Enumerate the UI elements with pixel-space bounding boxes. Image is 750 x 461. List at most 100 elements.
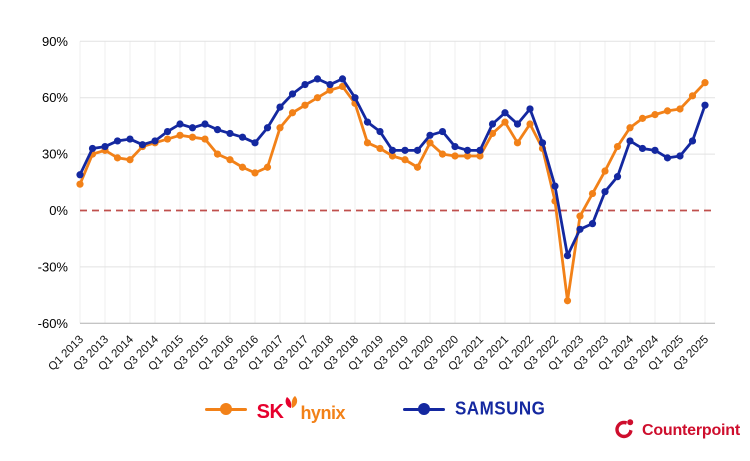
samsung-point (413, 146, 422, 154)
samsung-point (101, 142, 109, 151)
samsung-point (563, 252, 572, 260)
samsung-point (351, 94, 359, 102)
sk-hynix-point (113, 154, 122, 162)
samsung-point (626, 137, 634, 145)
sk-hynix-point (688, 92, 697, 100)
sk-hynix-point (163, 135, 172, 143)
samsung-point (88, 144, 97, 153)
y-axis-label: -60% (38, 316, 69, 331)
sk-hynix-point (251, 169, 259, 177)
samsung-point (113, 137, 122, 145)
sk-hynix-point (263, 163, 272, 171)
sk-butterfly-icon (284, 396, 299, 414)
samsung-point (388, 146, 397, 154)
samsung-logo: SAMSUNG (454, 398, 546, 419)
sk-hynix-point (463, 152, 472, 160)
sk-hynix-point (626, 124, 634, 132)
sk-hynix-point (476, 152, 484, 160)
sk-hynix-point (238, 163, 247, 171)
y-axis-label: 90% (42, 34, 68, 49)
sk-hynix-point (676, 105, 684, 113)
sk-hynix-point (613, 142, 622, 151)
sk-hynix-point (588, 189, 597, 198)
sk-hynix-point (76, 180, 84, 188)
samsung-point (513, 120, 522, 128)
sk-hynix-logo: SK hynix (257, 396, 345, 422)
samsung-point (76, 171, 84, 179)
legend-item-samsung: SAMSUNG (402, 398, 546, 419)
samsung-point (238, 133, 247, 141)
samsung-point (476, 146, 484, 154)
hynix-logo-text: hynix (300, 403, 345, 423)
samsung-point (263, 124, 272, 132)
sk-hynix-point (426, 139, 434, 147)
sk-hynix-point (576, 212, 584, 220)
legend-item-sk-hynix: SK hynix (204, 396, 345, 422)
samsung-point (701, 101, 709, 109)
sk-hynix-point (376, 144, 384, 153)
sk-hynix-point (501, 118, 509, 126)
samsung-point (126, 135, 134, 143)
sk-hynix-point (701, 79, 709, 87)
sk-hynix-point (526, 120, 534, 128)
samsung-point (526, 105, 534, 113)
samsung-point (138, 141, 147, 149)
sk-hynix-line (78, 81, 707, 303)
sk-hynix-point (288, 109, 297, 117)
sk-hynix-marker-icon (204, 403, 247, 415)
samsung-point (326, 80, 334, 89)
sk-hynix-point (301, 101, 309, 109)
samsung-point (363, 118, 372, 126)
samsung-line (78, 77, 707, 258)
samsung-point (213, 126, 222, 134)
sk-hynix-point (401, 156, 409, 164)
y-axis-label: 60% (42, 90, 68, 105)
samsung-point (488, 120, 497, 128)
sk-hynix-point (488, 129, 497, 138)
samsung-point (588, 220, 597, 228)
samsung-point (288, 90, 297, 98)
samsung-point (426, 131, 434, 139)
samsung-point (663, 154, 672, 162)
sk-hynix-point (176, 131, 184, 139)
samsung-point (201, 120, 209, 128)
sk-hynix-point (438, 150, 447, 158)
sk-hynix-point (513, 139, 522, 147)
samsung-point (638, 144, 647, 153)
sk-hynix-point (276, 124, 284, 132)
samsung-point (176, 120, 184, 128)
samsung-point (688, 137, 697, 145)
y-axis-label: 0% (49, 203, 68, 218)
sk-hynix-point (213, 150, 222, 158)
sk-hynix-point (226, 156, 234, 164)
samsung-point (438, 127, 447, 136)
samsung-point (338, 75, 347, 83)
samsung-point (551, 182, 559, 190)
samsung-point (451, 142, 459, 151)
samsung-point (576, 225, 584, 233)
sk-hynix-point (638, 114, 647, 122)
samsung-point (226, 129, 234, 138)
sk-hynix-point (188, 133, 197, 141)
counterpoint-logo-text: Counterpoint (641, 422, 740, 439)
sk-hynix-point (413, 163, 422, 171)
sk-hynix-point (338, 82, 347, 91)
samsung-point (313, 75, 322, 83)
sk-hynix-point (563, 297, 572, 305)
samsung-point (651, 146, 659, 154)
samsung-point (613, 173, 622, 181)
sk-hynix-point (388, 152, 397, 160)
samsung-point (301, 80, 309, 89)
sk-hynix-point (363, 139, 372, 147)
samsung-point (276, 103, 284, 111)
samsung-point (463, 146, 472, 154)
samsung-point (251, 139, 259, 147)
samsung-point (601, 188, 609, 196)
sk-hynix-point (313, 94, 322, 102)
samsung-point (151, 137, 159, 145)
samsung-point (163, 127, 172, 136)
chart-legend: SK hynix SAMSUNG (0, 392, 750, 426)
sk-hynix-point (451, 152, 459, 160)
